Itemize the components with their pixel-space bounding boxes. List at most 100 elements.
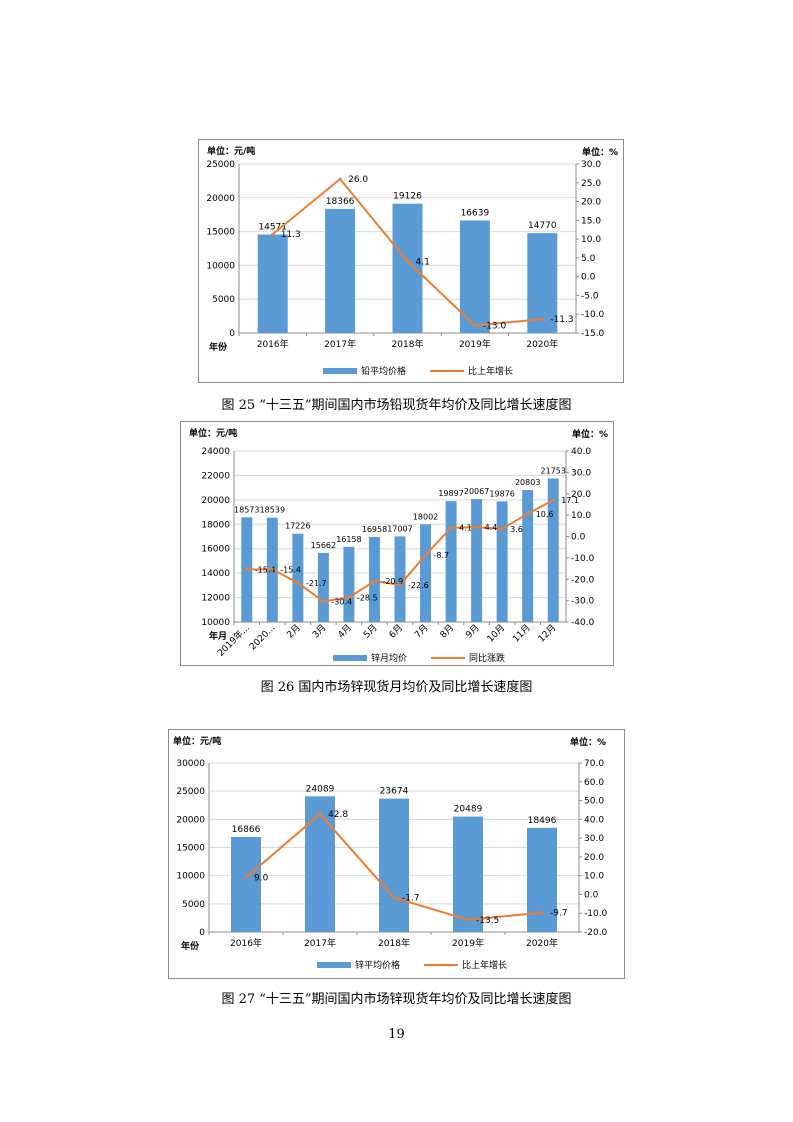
y-left-tick-label: 20000 [201,496,230,506]
line-value-label: 4.1 [459,524,472,533]
unit-left-label: 单位：元/吨 [173,737,222,747]
y-left-tick-label: 18000 [201,520,230,530]
line-point [526,512,530,516]
chart-zinc-annual: 单位：元/吨 单位：% 年份 0 5000 10000 15000 20000 25000… [168,729,625,979]
y-right-tick-label: 50.0 [584,797,604,807]
bar [292,533,304,622]
bar-value-label: 18539 [260,506,285,515]
unit-left-label: 单位：元/吨 [207,147,256,157]
y-right-tick-label: -40.0 [571,618,595,628]
x-category-label: 11月 [511,622,533,644]
legend-bar-label: 锌平均价格 [355,961,401,971]
legend-bar-swatch [333,654,367,661]
chart-lead-annual: 单位：元/吨 单位：% 年份 0 5000 10000 15000 20000 25000… [198,139,624,383]
bar-value-label: 19897 [438,489,463,498]
bar [471,499,483,622]
y-right-tick-label: -30.0 [571,597,595,607]
x-category-label: 2月 [285,622,303,640]
chart-svg: 0 5000 10000 15000 20000 25000 -15.0 -10.0 -5.0 0… [206,160,605,350]
legend-line-swatch [430,369,465,372]
bar-value-label: 24089 [306,784,335,794]
line-point [372,579,376,583]
legend-line-swatch [424,963,459,966]
x-category-label: 12月 [536,622,558,644]
y-left-tick-label: 22000 [201,471,230,481]
line-value-label: 11.3 [281,230,301,240]
line-value-label: -1.7 [402,894,420,904]
line-point [500,527,504,531]
bar [231,836,261,932]
bar-value-label: 19126 [393,192,422,202]
x-category-label: 7月 [412,622,430,640]
line-value-label: 42.8 [328,810,348,820]
line-value-label: -13.5 [476,916,499,926]
y-right-tick-label: 15.0 [581,216,601,226]
x-category-label: 5月 [361,622,379,640]
line-value-label: 4.4 [485,523,498,532]
y-right-tick-label: 0.0 [571,533,586,543]
y-left-tick-label: 14000 [201,569,230,579]
line-value-label: -15.4 [255,565,276,574]
y-right-tick-label: -5.0 [581,291,599,301]
y-right-tick-label: 40.0 [571,447,591,457]
y-right-tick-label: 0.0 [584,890,599,900]
y-right-tick-label: 25.0 [581,179,601,189]
line-point [245,567,249,571]
line-value-label: 26.0 [348,175,368,185]
y-left-tick-label: 20000 [206,194,235,204]
y-right-tick-label: -20.0 [571,575,595,585]
bar-value-label: 18573 [234,505,259,514]
y-left-tick-label: 16000 [201,545,230,555]
y-right-tick-label: 20.0 [571,490,591,500]
bar [527,827,557,932]
chart-legend: 铅平均价格 比上年增长 [323,364,537,377]
line-point [540,911,544,915]
line-point [270,567,274,571]
y-left-tick-label: 12000 [201,594,230,604]
bar [459,220,490,333]
legend-item-line: 比上年增长 [430,364,513,377]
line-value-label: 10.6 [536,510,554,519]
bar-value-label: 20067 [464,487,489,496]
line-value-label: 17.1 [561,496,579,505]
line-value-label: -15.4 [280,565,301,574]
chart-legend: 锌月均价 同比涨跌 [333,651,529,664]
line-value-label: -13.0 [483,321,507,331]
y-right-tick-label: 10.0 [584,872,604,882]
bar [317,552,329,622]
x-category-label: 6月 [387,622,405,640]
chart-svg: 10000 12000 14000 16000 18000 20000 22000 24000… [201,447,595,659]
figure-caption: 图 25 “十三五”期间国内市场铅现货年均价及同比增长速度图 [221,398,572,413]
legend-item-bar: 锌平均价格 [317,958,400,971]
bar-value-label: 16866 [232,825,261,835]
line-point [449,526,453,530]
line-value-label: -8.7 [434,551,450,560]
y-left-tick-label: 10000 [206,261,235,271]
bar-value-label: 20803 [515,478,540,487]
bar [394,536,406,622]
x-category-label: 2018年 [378,937,410,949]
x-axis-title: 年份 [181,942,200,952]
page-number: 19 [388,1027,405,1042]
line-point [424,553,428,557]
line-point [338,177,342,181]
line-point [296,581,300,585]
legend-line-label: 同比涨跌 [469,654,506,664]
bar [379,798,409,932]
y-left-tick-label: 0 [199,928,205,938]
y-left-tick-label: 5000 [212,295,235,305]
line-point [347,595,351,599]
chart-legend: 锌平均价格 比上年增长 [317,958,531,971]
bar-value-label: 15662 [311,541,336,550]
bar [420,524,432,622]
line-value-label: -11.3 [550,315,573,325]
y-right-tick-label: -10.0 [581,310,605,320]
y-left-tick-label: 15000 [206,228,235,238]
x-category-label: 2016年 [257,338,289,350]
chart-zinc-monthly: 单位：元/吨 单位：% 年月 10000 12000 14000 16000 18000… [180,421,614,666]
legend-item-bar: 铅平均价格 [323,364,406,377]
x-category-label: 2020年 [526,338,558,350]
bar [496,501,508,622]
y-right-tick-label: 30.0 [571,468,591,478]
y-right-tick-label: -10.0 [571,554,595,564]
